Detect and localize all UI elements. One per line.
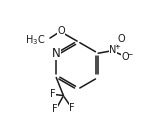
Text: N: N bbox=[109, 45, 116, 55]
Text: F: F bbox=[50, 89, 55, 99]
Text: O: O bbox=[122, 52, 129, 62]
Text: +: + bbox=[114, 44, 120, 50]
Text: O: O bbox=[117, 34, 125, 44]
Text: N: N bbox=[52, 47, 61, 60]
Text: F: F bbox=[52, 104, 58, 114]
Text: F: F bbox=[69, 103, 75, 113]
Text: O: O bbox=[57, 26, 65, 36]
Text: −: − bbox=[126, 50, 133, 59]
Text: H$_3$C: H$_3$C bbox=[25, 33, 46, 47]
